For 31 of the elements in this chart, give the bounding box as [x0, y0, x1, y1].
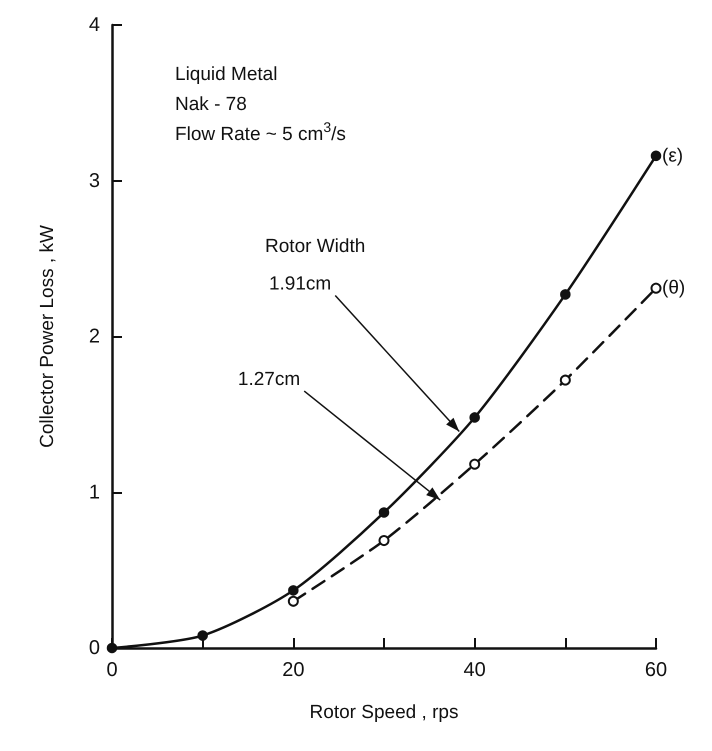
annotation: Liquid Metal — [175, 64, 278, 85]
point — [560, 374, 571, 386]
x-tick-label: 60 — [644, 659, 668, 681]
point — [650, 282, 662, 294]
y-axis-title: Collector Power Loss , kW — [37, 225, 58, 448]
x-axis-title: Rotor Speed , rps — [310, 702, 458, 723]
point — [469, 412, 480, 423]
y-tick-label: 2 — [88, 326, 100, 348]
point — [288, 596, 299, 607]
point — [288, 585, 299, 596]
x-tick-label: 0 — [106, 659, 118, 681]
annotation: Nak - 78 — [175, 94, 247, 115]
y-tick-label: 0 — [88, 637, 100, 659]
point — [378, 507, 390, 518]
y-tick-label: 1 — [88, 481, 100, 504]
y-tick-label: 4 — [88, 14, 100, 36]
point — [378, 535, 390, 546]
annotation: 1.91cm — [268, 274, 332, 295]
annotation: Rotor Width — [265, 236, 366, 257]
point — [560, 289, 571, 300]
annotation: 1.27cm — [238, 369, 300, 390]
series-label: (ε) — [662, 145, 684, 166]
x-tick-label: 20 — [282, 659, 304, 681]
y-tick-label: 3 — [88, 170, 100, 192]
series-label: (θ) — [662, 278, 686, 299]
point — [469, 458, 480, 470]
annotation: Flow Rate ~ 5 cm$^{3}$/s — [175, 119, 346, 145]
point — [650, 150, 662, 162]
x-tick-label: 40 — [464, 659, 486, 681]
point — [106, 642, 118, 654]
point — [197, 630, 208, 641]
